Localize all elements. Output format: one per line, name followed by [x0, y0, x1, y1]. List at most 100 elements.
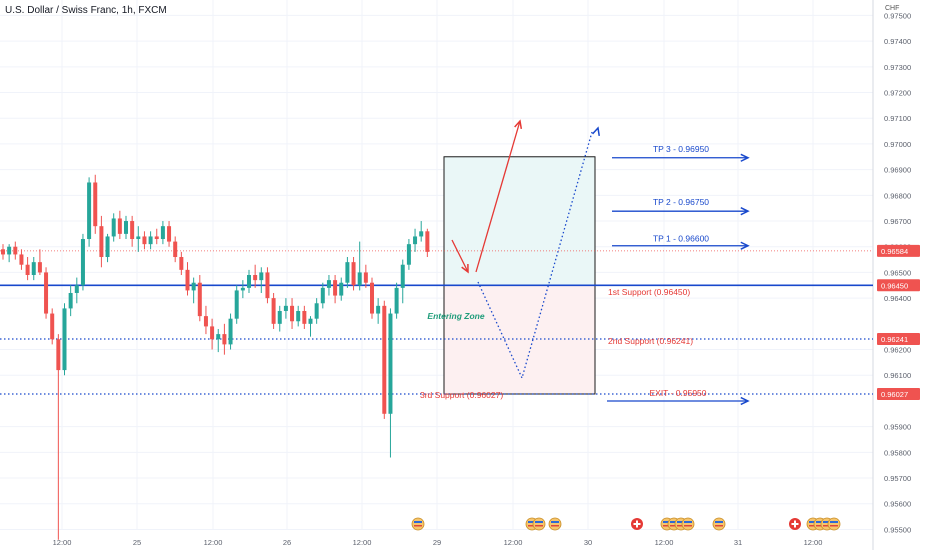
- candle: [74, 285, 79, 293]
- exit-label: EXIT - 0.95950: [649, 388, 706, 398]
- event-icon-stripe: [684, 521, 692, 523]
- candle: [50, 313, 55, 340]
- chart-title: U.S. Dollar / Swiss Franc, 1h, FXCM: [5, 5, 167, 16]
- entering-zone-label: Entering Zone: [427, 311, 484, 321]
- tp3-label: TP 3 - 0.96950: [653, 144, 709, 154]
- event-icon-stripe: [551, 525, 559, 527]
- event-icons[interactable]: [411, 517, 841, 531]
- candle: [117, 218, 122, 234]
- price-label: 0.96450: [881, 281, 908, 290]
- event-icon-stripe: [670, 525, 678, 527]
- event-icon-stripe: [684, 525, 692, 527]
- y-tick-label: 0.97000: [884, 140, 911, 149]
- candle: [400, 264, 405, 288]
- us-event-icon[interactable]: [548, 517, 562, 531]
- tp1-label: TP 1 - 0.96600: [653, 234, 709, 244]
- candle: [382, 305, 387, 414]
- candle: [142, 236, 147, 245]
- us-event-icon[interactable]: [411, 517, 425, 531]
- event-icon-bg: [548, 517, 562, 531]
- ch-event-icon[interactable]: [631, 518, 643, 530]
- y-tick-label: 0.96500: [884, 268, 911, 277]
- event-icon-stripe: [830, 525, 838, 527]
- price-label-box: [877, 244, 920, 257]
- candle: [179, 257, 184, 270]
- price-label-box: [877, 279, 920, 292]
- candle: [234, 290, 239, 319]
- y-tick-label: 0.95700: [884, 474, 911, 483]
- us-event-icon[interactable]: [532, 517, 546, 531]
- y-tick-label: 0.96400: [884, 294, 911, 303]
- projection-line: [477, 131, 593, 380]
- currency-label: CHF: [885, 5, 900, 12]
- us-event-icon[interactable]: [827, 517, 841, 531]
- event-icon-stripe: [677, 525, 685, 527]
- price-label: 0.96584: [881, 247, 908, 256]
- event-icon-bg: [712, 517, 726, 531]
- projection-drawings: [451, 119, 750, 406]
- event-icon-stripe: [715, 525, 723, 527]
- x-tick-label: 26: [283, 538, 291, 547]
- event-icon-stripe: [535, 525, 543, 527]
- event-icon-stripe: [830, 521, 838, 523]
- y-tick-label: 0.96700: [884, 217, 911, 226]
- candle: [154, 236, 159, 240]
- candle: [191, 282, 196, 291]
- candle: [357, 272, 362, 286]
- candle: [80, 239, 85, 286]
- x-tick-label: 31: [734, 538, 742, 547]
- y-tick-label: 0.95500: [884, 525, 911, 534]
- price-axis[interactable]: 0.97500 0.97400 0.97300 0.97200 0.97100 0.970…: [877, 11, 920, 534]
- candle: [259, 272, 264, 281]
- candle: [363, 272, 368, 283]
- projection-line: [451, 239, 469, 273]
- candle: [25, 264, 30, 275]
- support-lines: [0, 250, 873, 395]
- candle: [124, 221, 128, 234]
- x-tick-label: 12:00: [655, 538, 674, 547]
- candle: [56, 339, 61, 371]
- candle: [136, 236, 141, 240]
- us-event-icon[interactable]: [712, 517, 726, 531]
- y-tick-label: 0.95600: [884, 500, 911, 509]
- us-event-icon[interactable]: [681, 517, 695, 531]
- y-tick-label: 0.97200: [884, 89, 911, 98]
- candle: [167, 226, 172, 242]
- event-icon-bg: [827, 517, 841, 531]
- candle: [105, 236, 110, 258]
- candle: [87, 182, 92, 240]
- candle: [228, 318, 233, 345]
- candle: [296, 310, 301, 322]
- candle: [290, 305, 295, 322]
- candle: [419, 231, 424, 237]
- candle: [197, 282, 202, 317]
- event-icon-stripe: [823, 521, 831, 523]
- ch-event-icon[interactable]: [789, 518, 801, 530]
- event-icon-stripe: [816, 521, 824, 523]
- price-label-box: [877, 387, 920, 400]
- event-icon-cross: [636, 520, 638, 528]
- candle: [160, 226, 165, 240]
- time-axis[interactable]: 12:00 25 12:00 26 12:00 29 12:00 30 12:00 31 12:00: [53, 538, 823, 547]
- event-icon-stripe: [816, 525, 824, 527]
- x-tick-label: 25: [133, 538, 141, 547]
- price-label: 0.96027: [881, 390, 908, 399]
- y-tick-label: 0.96900: [884, 166, 911, 175]
- y-tick-label: 0.96100: [884, 371, 911, 380]
- event-icon-stripe: [715, 521, 723, 523]
- candle: [216, 334, 221, 340]
- event-icon-bg: [532, 517, 546, 531]
- arrow-head: [461, 263, 469, 274]
- y-tick-label: 0.97300: [884, 63, 911, 72]
- candle: [271, 298, 276, 324]
- candle: [247, 275, 251, 288]
- projection-line: [475, 120, 521, 273]
- event-icon-bg: [411, 517, 425, 531]
- candle: [339, 282, 344, 296]
- candle: [130, 221, 135, 240]
- candle: [240, 287, 245, 291]
- candle: [44, 272, 49, 314]
- candle: [376, 305, 381, 314]
- x-tick-label: 12:00: [504, 538, 523, 547]
